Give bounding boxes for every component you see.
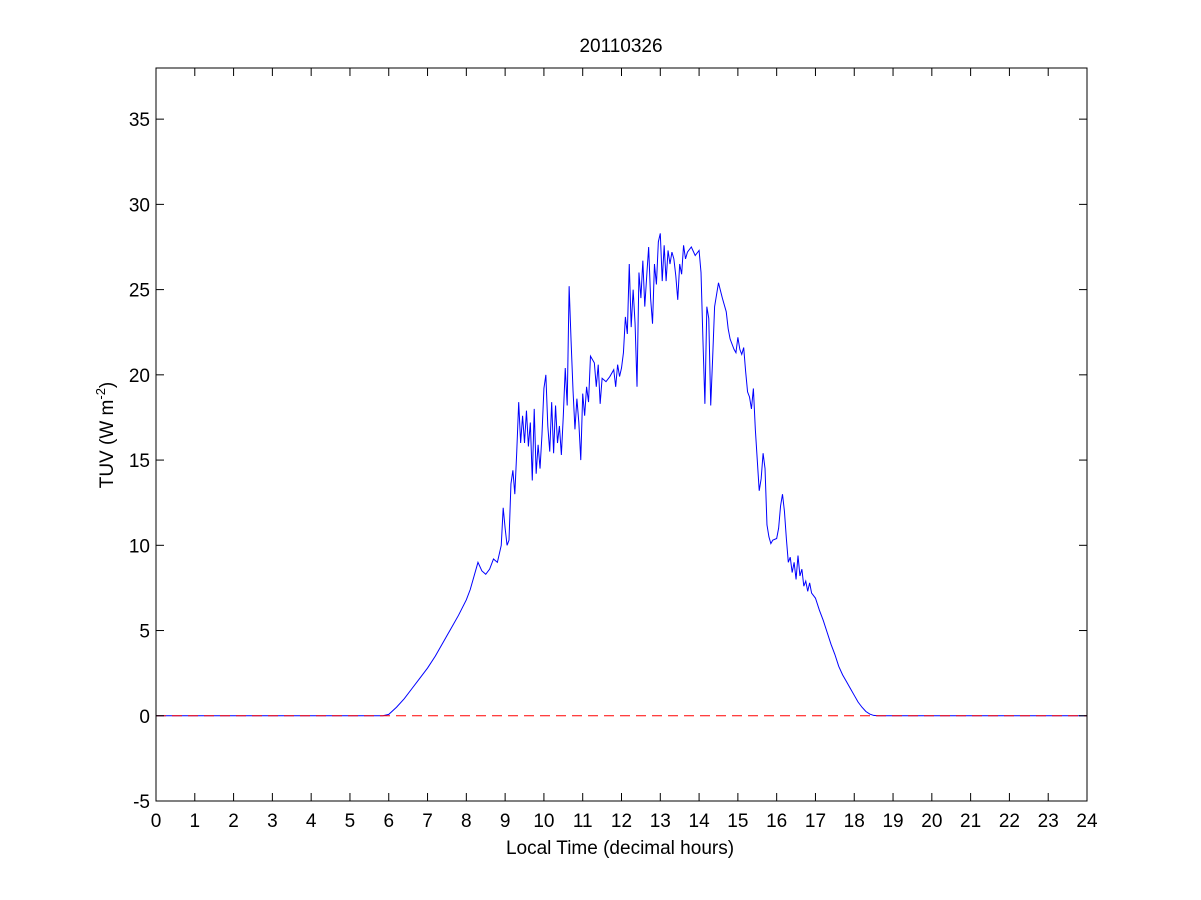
x-tick-label: 19: [882, 811, 903, 832]
tuv-series-line: [156, 233, 1087, 717]
x-tick-label: 0: [151, 811, 162, 832]
x-tick-label: 15: [727, 811, 748, 832]
series-layer: [156, 233, 1087, 717]
x-tick-label: 1: [190, 811, 201, 832]
x-tick-label: 8: [461, 811, 472, 832]
y-axis-label-text: TUV (W m: [97, 400, 118, 489]
y-tick-label: 30: [129, 195, 150, 216]
x-tick-label: 16: [766, 811, 787, 832]
x-tick-label: 5: [345, 811, 356, 832]
x-tick-label: 18: [844, 811, 865, 832]
x-tick-label: 17: [805, 811, 826, 832]
y-axis-ticks: -5 0 5 10 15 20 25 30 35: [129, 110, 1087, 813]
chart-title: 20110326: [579, 36, 662, 57]
x-tick-label: 6: [383, 811, 394, 832]
x-tick-label: 14: [689, 811, 711, 832]
y-tick-label: 15: [129, 451, 150, 472]
x-tick-label: 22: [999, 811, 1020, 832]
y-tick-label: -5: [133, 792, 150, 813]
x-tick-label: 2: [228, 811, 239, 832]
x-tick-label: 23: [1038, 811, 1059, 832]
x-tick-label: 24: [1076, 811, 1098, 832]
x-tick-label: 10: [533, 811, 554, 832]
x-tick-label: 4: [306, 811, 317, 832]
y-axis-label-close: ): [97, 382, 118, 388]
x-tick-label: 3: [267, 811, 278, 832]
x-tick-label: 7: [422, 811, 433, 832]
y-tick-label: 5: [139, 622, 150, 643]
x-tick-label: 9: [500, 811, 511, 832]
y-tick-label: 0: [139, 707, 150, 728]
y-tick-label: 25: [129, 281, 150, 302]
x-axis-label: Local Time (decimal hours): [506, 838, 734, 859]
plot-area: [156, 68, 1087, 801]
y-tick-label: 35: [129, 110, 150, 131]
x-tick-label: 12: [611, 811, 632, 832]
x-tick-label: 20: [921, 811, 942, 832]
y-tick-label: 20: [129, 366, 150, 387]
x-axis-ticks: 0 1 2 3 4 5 6 7 8 9 10 11 12 13 14 15 16 17 18 19 20 21 22 23 24: [151, 68, 1098, 832]
y-tick-label: 10: [129, 536, 150, 557]
y-axis-label: TUV (W m-2): [93, 382, 118, 489]
x-tick-label: 13: [650, 811, 671, 832]
x-tick-label: 11: [573, 811, 593, 832]
x-tick-label: 21: [960, 811, 981, 832]
y-axis-label-superscript: -2: [93, 388, 108, 400]
